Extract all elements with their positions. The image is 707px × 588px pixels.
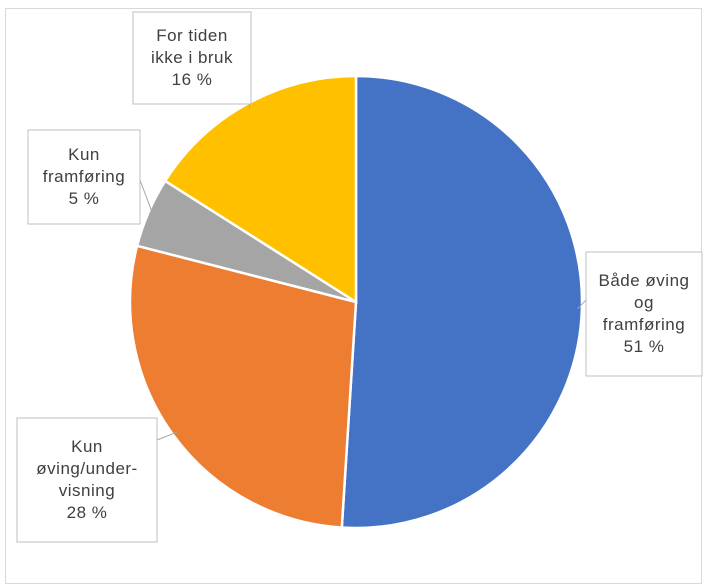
pie-slice-bade-oving-og-framforing [340,74,584,530]
data-label-category: visning [59,481,115,500]
data-label-category: og [634,293,654,312]
leader-lines [139,94,587,441]
data-label-category: Kun [71,437,103,456]
callout-box [585,251,703,377]
data-label-value: 28 % [67,503,108,522]
callout-box [27,129,141,225]
data-label-category: Både øving [599,271,690,290]
pie-slice-kun-oving-undervisning [128,244,358,529]
callout-kun-oving-undervisning: Kun øving/under-visning 28 % [16,417,158,543]
callout-box [132,11,252,105]
data-label-callouts: Både øving og framføring 51 % Kun øving/under… [16,11,703,543]
data-label-category: For tiden [156,26,228,45]
pie-slices [128,74,584,530]
data-label-category: framføring [603,315,685,334]
data-label-category: ikke i bruk [151,48,233,67]
callout-box [16,417,158,543]
callout-for-tiden-ikke-i-bruk: For tiden ikke i bruk 16 % [132,11,252,105]
data-label-category: Kun [68,145,100,164]
data-label-category: øving/under- [36,459,137,478]
data-label-value: 16 % [172,70,213,89]
leader-line-kun-oving-undervisning [156,431,178,441]
data-label-value: 5 % [69,189,100,208]
callout-bade-oving-og-framforing: Både øving og framføring 51 % [585,251,703,377]
data-label-value: 51 % [624,337,665,356]
leader-line-kun-framforing [139,179,154,215]
leader-line-bade-oving-og-framforing [577,299,587,310]
data-label-category: framføring [43,167,125,186]
callout-kun-framforing: Kun framføring 5 % [27,129,141,225]
